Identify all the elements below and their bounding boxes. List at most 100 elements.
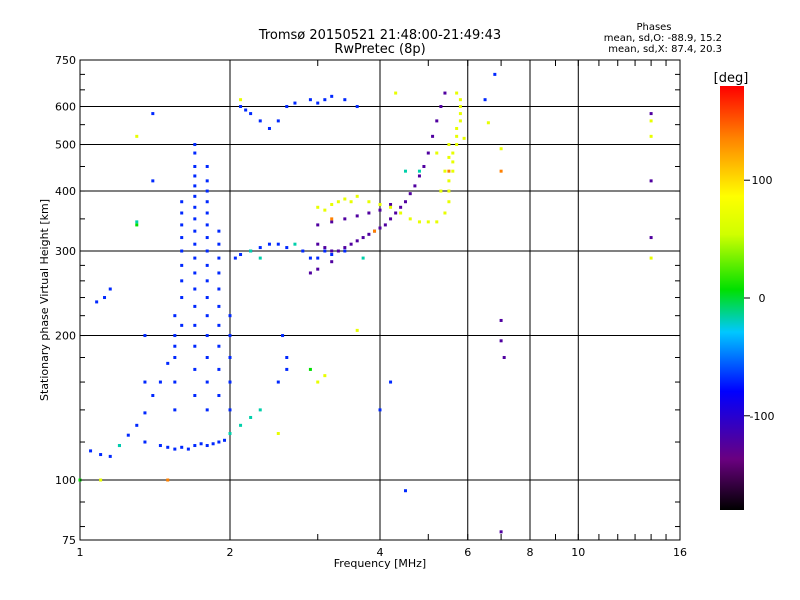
data-point: [455, 143, 459, 147]
data-point: [293, 242, 297, 246]
data-point: [276, 119, 280, 123]
data-point: [180, 236, 184, 240]
data-point: [193, 256, 197, 260]
data-point: [308, 256, 312, 260]
data-point: [323, 374, 327, 378]
data-point: [399, 211, 403, 215]
data-point: [373, 229, 377, 233]
x-tick-label: 16: [673, 546, 687, 559]
data-point: [267, 242, 271, 246]
y-tick-label: 200: [55, 330, 76, 343]
data-point: [330, 217, 334, 221]
data-point: [173, 314, 177, 318]
data-point: [281, 334, 285, 338]
data-point: [135, 220, 139, 224]
data-point: [308, 98, 312, 102]
data-point: [367, 211, 371, 215]
data-point: [316, 380, 320, 384]
data-point: [285, 355, 289, 359]
data-point: [455, 126, 459, 130]
data-point: [308, 271, 312, 275]
data-point: [258, 408, 262, 412]
data-point: [258, 256, 262, 260]
data-point: [378, 408, 382, 412]
data-point: [343, 246, 347, 250]
data-point: [103, 296, 107, 300]
data-point: [173, 447, 177, 451]
data-point: [193, 205, 197, 209]
data-point: [151, 394, 155, 398]
data-point: [186, 447, 190, 451]
data-point: [499, 530, 503, 534]
data-point: [193, 174, 197, 178]
data-point: [389, 205, 393, 209]
data-point: [417, 169, 421, 173]
data-point: [336, 200, 340, 204]
data-point: [228, 380, 232, 384]
data-point: [180, 223, 184, 227]
data-point: [451, 169, 455, 173]
data-point: [316, 101, 320, 105]
data-point: [439, 189, 443, 193]
data-point: [217, 323, 221, 327]
data-point: [239, 423, 243, 427]
x-tick-label: 1: [77, 546, 84, 559]
data-point: [95, 300, 99, 304]
data-point: [217, 394, 221, 398]
data-point: [239, 253, 243, 257]
stats-x-mode: mean, sd,X: 87.4, 20.3: [608, 44, 722, 55]
data-point: [349, 242, 353, 246]
data-point: [417, 174, 421, 178]
data-point: [443, 169, 447, 173]
data-point: [447, 200, 451, 204]
data-point: [166, 361, 170, 365]
data-point: [499, 318, 503, 322]
data-point: [462, 136, 466, 140]
y-tick-label: 750: [55, 54, 76, 67]
data-point: [180, 296, 184, 300]
data-point: [205, 179, 209, 183]
data-point: [343, 249, 347, 253]
colorbar-tick-label: 0: [759, 292, 766, 305]
data-point: [151, 112, 155, 116]
data-point: [228, 408, 232, 412]
data-point: [193, 151, 197, 155]
data-point: [135, 223, 139, 227]
data-point: [205, 263, 209, 267]
data-point: [205, 223, 209, 227]
data-point: [258, 246, 262, 250]
data-point: [239, 98, 243, 102]
data-point: [193, 229, 197, 233]
data-point: [323, 208, 327, 212]
x-tick-label: 6: [464, 546, 471, 559]
data-point: [389, 380, 393, 384]
data-point: [211, 442, 215, 446]
data-point: [502, 355, 506, 359]
data-point: [228, 314, 232, 318]
data-point: [399, 205, 403, 209]
data-point: [135, 134, 139, 138]
data-point: [228, 355, 232, 359]
data-point: [447, 155, 451, 159]
colorbar-tick-label: -100: [750, 410, 775, 423]
data-point: [193, 242, 197, 246]
data-point: [431, 134, 435, 138]
data-point: [205, 355, 209, 359]
phases-label: Phases: [636, 22, 672, 33]
data-point: [228, 432, 232, 436]
data-point: [193, 271, 197, 275]
data-point: [258, 119, 262, 123]
data-points: [78, 72, 653, 534]
data-point: [435, 119, 439, 123]
data-point: [193, 394, 197, 398]
y-tick-label: 300: [55, 245, 76, 258]
data-point: [217, 256, 221, 260]
data-point: [199, 442, 203, 446]
data-point: [455, 134, 459, 138]
data-point: [249, 112, 253, 116]
data-point: [649, 119, 653, 123]
data-point: [316, 256, 320, 260]
data-point: [143, 440, 147, 444]
data-point: [249, 249, 253, 253]
data-point: [499, 147, 503, 151]
